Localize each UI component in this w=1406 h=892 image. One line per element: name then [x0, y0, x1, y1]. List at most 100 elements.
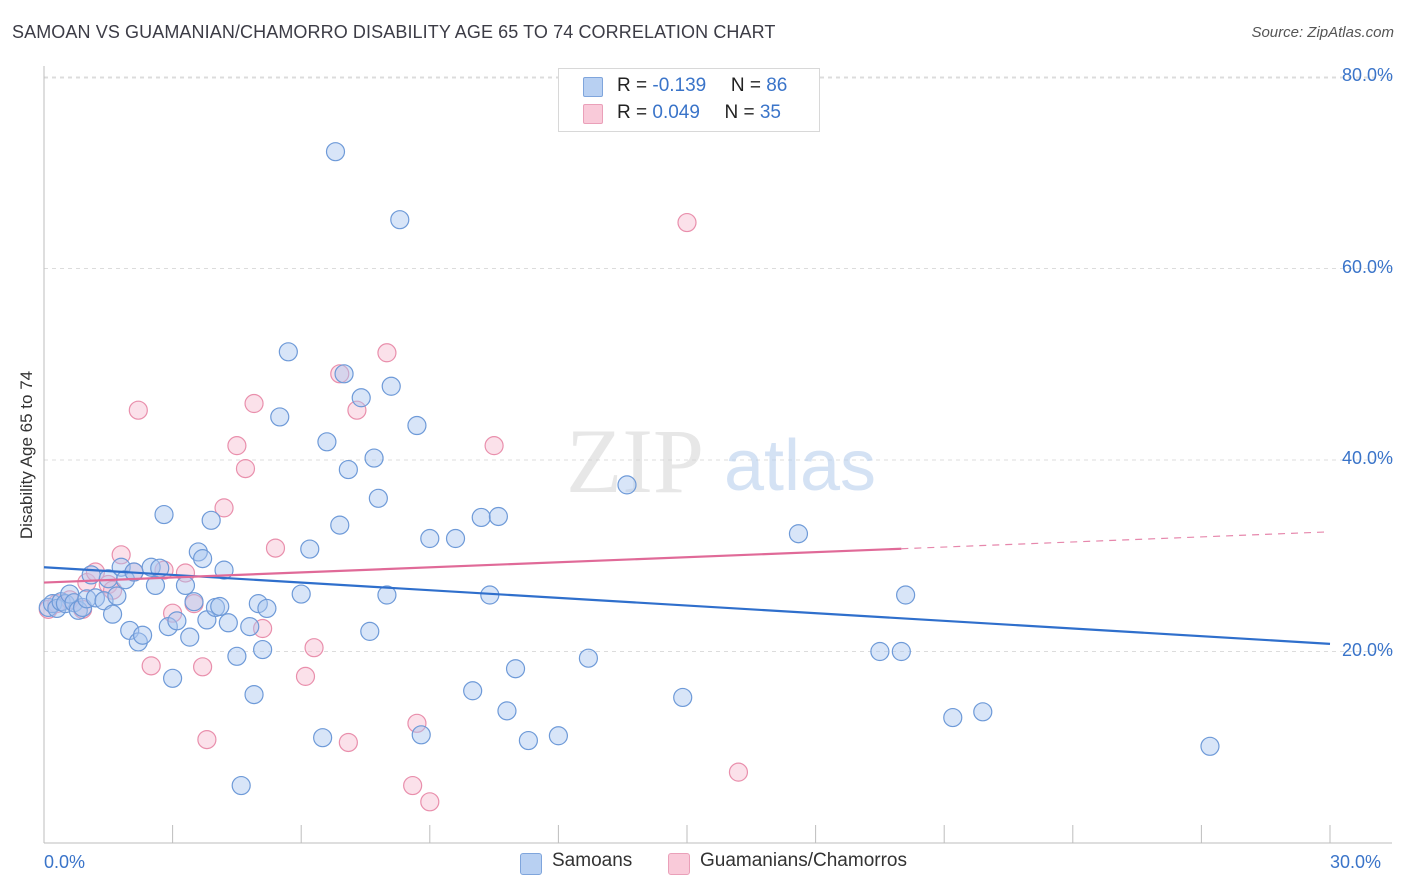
samoan-point: [334, 364, 354, 384]
samoan-point: [240, 617, 260, 637]
samoan-point: [891, 641, 911, 662]
legend-n-value: 35: [759, 102, 781, 123]
legend-n-label: N =: [724, 102, 760, 123]
guam-point: [128, 400, 148, 420]
legend-n-label: N =: [730, 75, 767, 96]
source-label: Source: ZipAtlas.com: [1251, 24, 1394, 41]
samoan-point: [193, 549, 213, 569]
bottom-legend-label-samoans: Samoans: [552, 850, 633, 871]
guam-trend-line: [43, 547, 902, 584]
samoan-point: [673, 687, 693, 708]
guam-point: [227, 436, 247, 456]
samoan-point: [253, 639, 273, 660]
samoan-point: [107, 586, 127, 606]
y-tick-label: 60.0%: [1341, 256, 1393, 277]
guam-point: [214, 498, 234, 518]
samoan-point: [411, 725, 431, 745]
guam-point: [330, 364, 350, 384]
samoan-point: [227, 646, 247, 666]
samoan-point: [617, 475, 637, 495]
guam-point: [141, 656, 161, 676]
samoan-point: [218, 613, 238, 633]
bottom-legend-swatch-samoans: [520, 853, 542, 875]
samoan-point: [1200, 736, 1220, 756]
y-tick-label: 40.0%: [1341, 448, 1393, 468]
samoan-point: [338, 459, 358, 480]
samoan-point: [94, 591, 114, 611]
bottom-legend-label-guam: Guamanians/Chamorros: [700, 850, 907, 871]
samoan-point: [163, 668, 183, 688]
samoan-point: [330, 515, 350, 535]
samoan-point: [300, 539, 320, 559]
samoan-point: [578, 648, 599, 668]
guam-point: [420, 792, 440, 812]
samoan-point: [896, 585, 916, 605]
samoan-point: [488, 506, 508, 527]
samoan-point: [313, 728, 333, 748]
guam-point: [265, 538, 286, 558]
samoan-point: [497, 701, 517, 721]
samoan-point: [420, 528, 440, 549]
samoan-point: [167, 611, 187, 631]
legend-r-label: R =: [617, 75, 653, 96]
samoan-point: [518, 730, 538, 751]
samoan-trend-line: [43, 566, 1331, 645]
samoan-point: [381, 376, 401, 396]
x-tick-label-min: 0.0%: [44, 852, 86, 872]
guam-point: [295, 666, 316, 686]
samoan-point: [278, 342, 298, 362]
samoan-point: [360, 621, 380, 641]
samoan-point: [244, 684, 264, 705]
guam-point: [677, 212, 697, 233]
legend-r-value: 0.049: [652, 102, 700, 123]
samoan-point: [257, 598, 277, 619]
axes: [43, 66, 1392, 844]
samoan-point: [368, 488, 388, 508]
legend-r-value: -0.139: [652, 75, 707, 96]
samoan-point: [505, 659, 526, 679]
guam-point: [193, 657, 213, 677]
y-tick-label: 20.0%: [1341, 639, 1393, 660]
bottom-legend-swatch-guam: [668, 853, 690, 875]
samoan-point: [471, 507, 491, 528]
guam-point: [347, 400, 367, 420]
guam-trend-line-extension: [901, 531, 1331, 550]
grid-lines: [44, 76, 1392, 652]
samoan-point: [390, 210, 410, 230]
guam-point: [235, 459, 256, 479]
samoan-point: [291, 584, 311, 604]
guam-point: [728, 762, 749, 782]
legend-swatch-guam: [583, 104, 603, 124]
chart-title: SAMOAN VS GUAMANIAN/CHAMORRO DISABILITY …: [12, 22, 776, 42]
guam-point: [197, 729, 217, 750]
samoan-point: [407, 415, 427, 436]
samoan-point: [377, 585, 397, 605]
guam-point: [338, 732, 358, 753]
samoan-point: [317, 432, 337, 452]
guam-point: [403, 775, 423, 796]
guam-point: [484, 436, 504, 456]
y-tick-label: 80.0%: [1341, 65, 1393, 85]
watermark-zip: ZIP: [566, 410, 704, 512]
samoan-point: [175, 575, 196, 596]
samoan-point: [132, 625, 153, 645]
guam-points: [38, 212, 749, 812]
watermark-atlas: atlas: [724, 426, 876, 506]
samoan-point: [201, 510, 221, 530]
legend-r-label: R =: [617, 102, 653, 123]
legend-n-value: 86: [766, 75, 788, 96]
samoan-point: [445, 528, 466, 549]
guam-point: [244, 393, 264, 414]
guam-point: [407, 713, 427, 733]
x-tick-label-max: 30.0%: [1330, 852, 1382, 872]
samoan-point: [154, 504, 174, 525]
samoan-point: [788, 524, 809, 544]
bottom-legend-guam: Guamanians/Chamorros: [668, 850, 907, 875]
samoan-point: [102, 604, 123, 624]
samoan-point: [943, 707, 963, 728]
samoan-point: [210, 596, 230, 617]
samoan-point: [973, 702, 993, 722]
samoan-point: [364, 448, 384, 468]
samoan-point: [463, 681, 483, 701]
